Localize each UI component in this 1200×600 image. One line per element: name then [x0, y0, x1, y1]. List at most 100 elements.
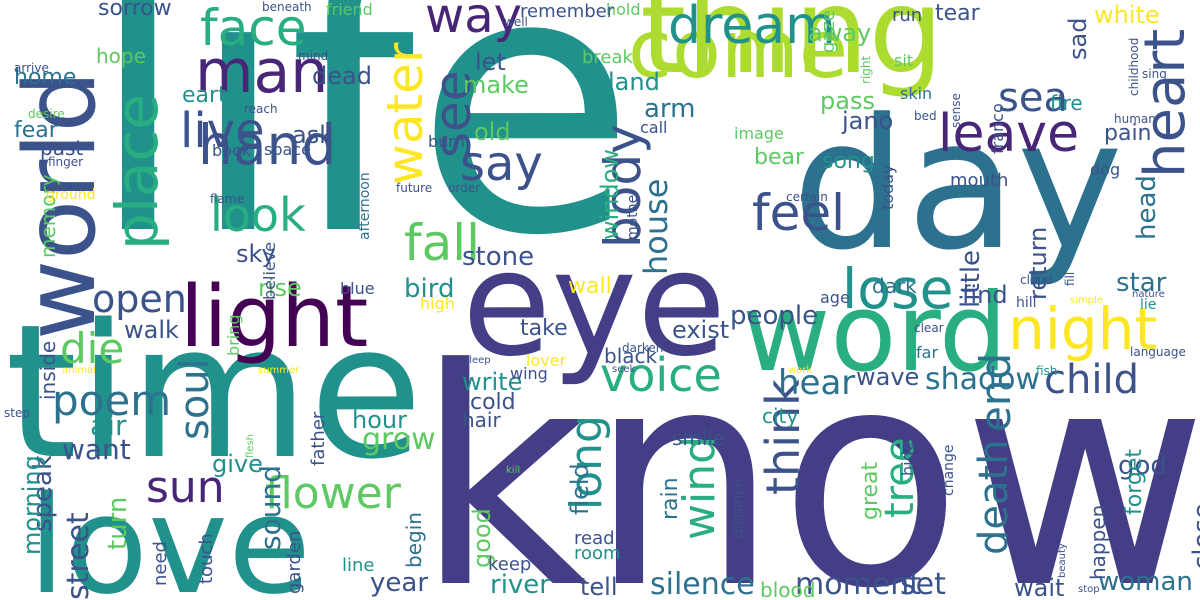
word-arm: arm — [644, 94, 696, 124]
word-sun: sun — [146, 462, 225, 513]
word-bring: bring — [224, 314, 243, 356]
word-desire: desire — [28, 107, 65, 121]
word-touch: touch — [196, 533, 217, 584]
word-lie: lie — [1140, 297, 1157, 313]
word-time: time — [5, 284, 423, 500]
word-moment: moment — [795, 567, 922, 600]
word-light: light — [180, 268, 369, 367]
word-gaze: gaze — [818, 10, 839, 53]
word-blue: blue — [340, 279, 375, 298]
word-happen: happen — [1086, 504, 1110, 580]
word-sky: sky — [236, 240, 276, 268]
word-turn: turn — [103, 496, 133, 550]
word-old: old — [474, 118, 511, 146]
word-face: face — [200, 0, 307, 57]
word-give: give — [212, 450, 263, 478]
word-hand: hand — [198, 113, 337, 177]
word-simple: simple — [1070, 295, 1104, 306]
word-grow: grow — [362, 422, 436, 457]
word-tell: tell — [580, 573, 618, 600]
word-earth: earth — [182, 83, 241, 108]
word-dog: dog — [1090, 160, 1121, 179]
word-live: live — [180, 103, 265, 159]
word-book: book — [212, 141, 251, 160]
word-dream: dream — [668, 0, 836, 56]
word-people: people — [730, 301, 819, 331]
word-hair: hair — [462, 408, 501, 432]
word-hill: hill — [1016, 295, 1037, 311]
word-fish: fish — [1036, 364, 1058, 378]
word-far: far — [916, 343, 939, 362]
word-garden: garden — [284, 530, 305, 594]
word-darken: darken — [622, 341, 664, 355]
word-lose: lose — [842, 257, 954, 321]
word-tear: tear — [935, 1, 980, 26]
word-want: want — [62, 433, 131, 466]
word-hide: hide — [898, 441, 917, 476]
word-finger: finger — [48, 155, 84, 169]
word-need: need — [150, 541, 171, 586]
word-walk: walk — [124, 316, 179, 344]
word-morning: morning — [18, 455, 46, 555]
word-year: year — [370, 568, 429, 598]
word-right: right — [859, 55, 873, 84]
word-certain: certain — [786, 190, 828, 204]
word-human: human — [1114, 112, 1156, 126]
word-stop: stop — [1078, 584, 1100, 595]
word-rain: rain — [658, 477, 683, 520]
word-pass: pass — [820, 87, 875, 115]
word-sad: sad — [1064, 17, 1092, 60]
word-sit: sit — [894, 51, 914, 70]
word-silence: silence — [650, 567, 755, 600]
word-woman: woman — [1098, 567, 1193, 597]
word-animal: animal — [62, 365, 96, 376]
word-distance: distance — [731, 478, 747, 538]
word-death: death — [971, 439, 1017, 555]
word-place: place — [103, 93, 171, 250]
word-black: black — [604, 344, 658, 368]
word-say: say — [460, 136, 543, 192]
word-river: river — [490, 570, 550, 600]
word-thing: thing — [640, 0, 944, 100]
word-past: past — [40, 136, 84, 160]
word-street: street — [61, 512, 96, 600]
word-sea: sea — [998, 75, 1068, 121]
word-image: image — [734, 124, 784, 143]
word-beneath: beneath — [262, 0, 312, 14]
word-leave: leave — [938, 104, 1080, 164]
word-ground: ground — [46, 187, 96, 203]
word-begin: begin — [402, 512, 426, 568]
word-childhood: childhood — [1127, 37, 1141, 96]
word-father: father — [308, 411, 329, 466]
word-seek: seek — [612, 364, 636, 375]
word-future: future — [396, 181, 433, 195]
word-line: line — [342, 555, 375, 576]
word-wait: wait — [1014, 574, 1065, 600]
word-sense: sense — [949, 93, 963, 128]
word-clear: clear — [914, 321, 944, 335]
word-away: away — [808, 19, 872, 47]
word-believe: believe — [260, 241, 279, 300]
word-change: change — [941, 444, 957, 496]
word-burn: burn — [428, 132, 465, 151]
word-skin: skin — [900, 84, 933, 103]
word-ask: ask — [292, 121, 334, 149]
word-water: water — [376, 42, 434, 185]
word-find: find — [962, 281, 1008, 309]
word-head: head — [1132, 175, 1162, 240]
word-run: run — [892, 5, 923, 26]
word-smile: smile — [672, 426, 726, 450]
word-jano: jano — [842, 107, 894, 135]
word-child: child — [1044, 357, 1139, 403]
word-word: word — [742, 271, 1008, 396]
word-heart: heart — [1133, 28, 1198, 178]
word-wind: wind — [674, 435, 725, 540]
word-house: house — [637, 178, 675, 276]
word-star: star — [1116, 268, 1167, 298]
word-take: take — [520, 316, 568, 341]
word-beauty: beauty — [1057, 543, 1068, 578]
word-flesh: flesh — [245, 434, 256, 458]
word-afternoon: afternoon — [357, 172, 373, 240]
word-look: look — [210, 188, 306, 242]
